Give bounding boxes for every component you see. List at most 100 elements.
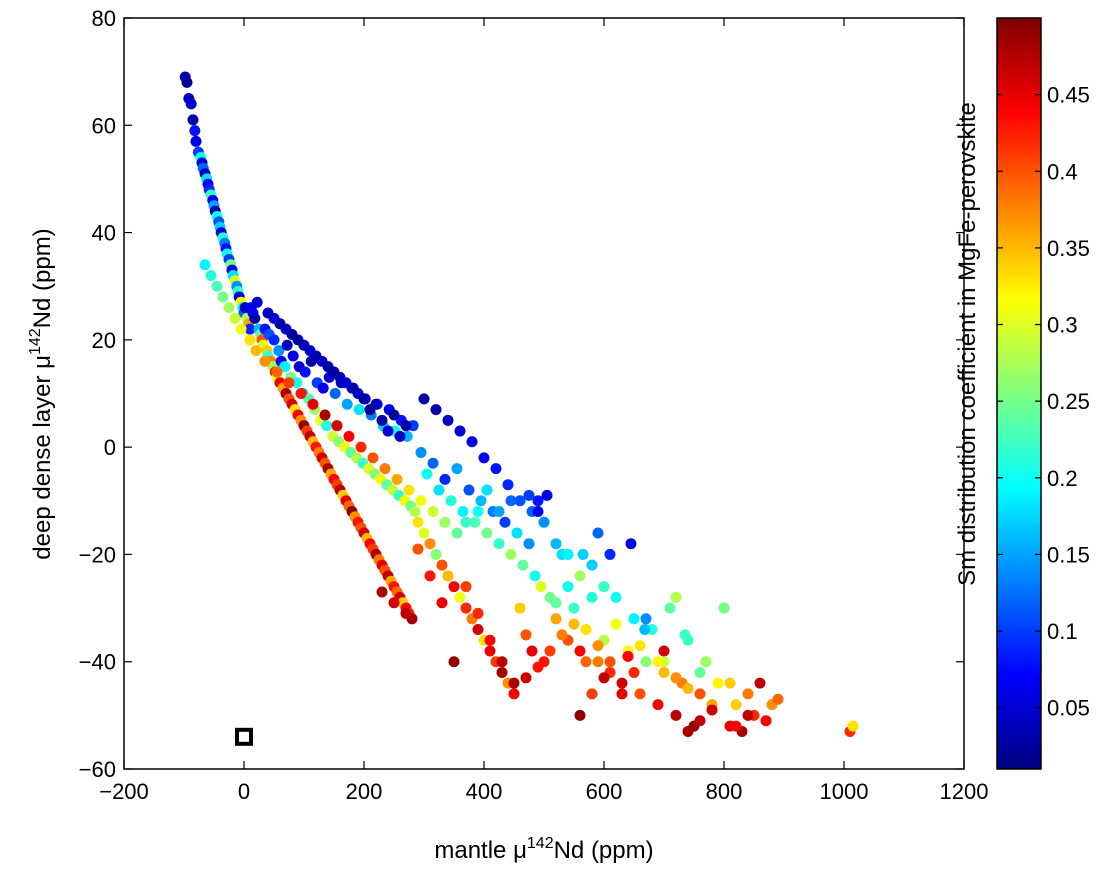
- data-point: [493, 506, 505, 518]
- data-point: [742, 688, 754, 700]
- x-axis-label: mantle μ142Nd (ppm): [434, 835, 653, 864]
- data-point: [754, 677, 766, 689]
- colorbar-tick-label: 0.3: [1047, 313, 1078, 338]
- colorbar-tick-label: 0.25: [1047, 389, 1090, 414]
- data-point: [499, 516, 511, 528]
- data-point: [283, 377, 295, 389]
- data-point: [460, 516, 472, 528]
- data-point: [670, 709, 682, 721]
- data-point: [682, 725, 694, 737]
- data-point: [259, 355, 271, 367]
- data-point: [391, 473, 403, 485]
- data-point: [520, 672, 532, 684]
- data-point: [496, 666, 508, 678]
- data-point: [517, 559, 529, 571]
- x-tick-label: 800: [706, 779, 743, 804]
- data-point: [574, 645, 586, 657]
- x-axis-ticks: −200 0 200 400 600 800 1000 1200: [99, 18, 988, 804]
- data-point: [442, 414, 454, 426]
- data-point: [235, 323, 247, 335]
- data-point: [586, 591, 598, 603]
- data-point: [448, 656, 460, 668]
- data-point: [442, 570, 454, 582]
- data-point: [523, 538, 535, 550]
- data-point: [679, 629, 691, 641]
- data-point: [481, 484, 493, 496]
- data-point: [251, 296, 263, 308]
- data-point: [341, 398, 353, 410]
- data-point: [730, 720, 742, 732]
- data-point: [550, 538, 562, 550]
- y-axis-label: deep dense layer μ142Nd (ppm): [27, 228, 56, 559]
- data-point: [415, 447, 427, 459]
- data-point: [730, 699, 742, 711]
- data-point: [478, 452, 490, 464]
- data-point: [376, 414, 388, 426]
- data-point: [430, 404, 442, 416]
- data-point: [640, 613, 652, 625]
- data-point: [436, 559, 448, 571]
- data-point: [279, 361, 291, 373]
- data-point: [652, 699, 664, 711]
- data-point: [244, 323, 256, 335]
- data-point: [388, 409, 400, 421]
- data-point: [460, 602, 472, 614]
- data-point: [469, 516, 481, 528]
- data-point: [403, 484, 415, 496]
- y-tick-label: 20: [92, 328, 116, 353]
- data-point: [568, 618, 580, 630]
- data-point: [412, 543, 424, 555]
- data-point: [460, 581, 472, 593]
- data-point: [694, 688, 706, 700]
- x-tick-label: 0: [238, 779, 250, 804]
- data-point: [400, 607, 412, 619]
- data-point: [586, 559, 598, 571]
- data-point: [353, 404, 365, 416]
- data-point: [187, 114, 199, 126]
- data-point: [424, 538, 436, 550]
- colorbar-tick-label: 0.15: [1047, 542, 1090, 567]
- data-point: [223, 302, 235, 314]
- data-point: [451, 463, 463, 475]
- y-tick-label: −60: [79, 757, 116, 782]
- y-tick-label: 40: [92, 221, 116, 246]
- data-point: [439, 473, 451, 485]
- x-tick-label: 600: [586, 779, 623, 804]
- data-point: [484, 645, 496, 657]
- data-point: [244, 334, 256, 346]
- data-point: [616, 677, 628, 689]
- data-point: [355, 441, 367, 453]
- data-point: [319, 409, 331, 421]
- data-point: [574, 709, 586, 721]
- plot-frame: [123, 17, 965, 770]
- data-point: [502, 479, 514, 491]
- data-point: [700, 656, 712, 668]
- x-axis-label-prefix: mantle μ: [434, 837, 527, 864]
- y-tick-label: 60: [92, 113, 116, 138]
- data-point: [562, 581, 574, 593]
- data-point: [205, 269, 217, 281]
- data-point: [640, 656, 652, 668]
- x-axis-label-suffix: Nd (ppm): [554, 837, 654, 864]
- data-point: [634, 640, 646, 652]
- data-point: [658, 645, 670, 657]
- data-point: [562, 548, 574, 560]
- y-tick-label: 80: [92, 6, 116, 31]
- data-point: [466, 436, 478, 448]
- data-point: [694, 715, 706, 727]
- data-point: [433, 484, 445, 496]
- data-point: [658, 666, 670, 678]
- data-point: [532, 661, 544, 673]
- colorbar-tick-label: 0.35: [1047, 236, 1090, 261]
- data-point: [529, 570, 541, 582]
- data-point: [496, 656, 508, 668]
- data-point: [229, 312, 241, 324]
- data-point: [217, 291, 229, 303]
- data-point: [505, 548, 517, 560]
- data-point: [436, 597, 448, 609]
- data-point: [273, 345, 285, 357]
- data-point: [268, 334, 280, 346]
- data-point: [472, 506, 484, 518]
- data-point: [331, 420, 343, 432]
